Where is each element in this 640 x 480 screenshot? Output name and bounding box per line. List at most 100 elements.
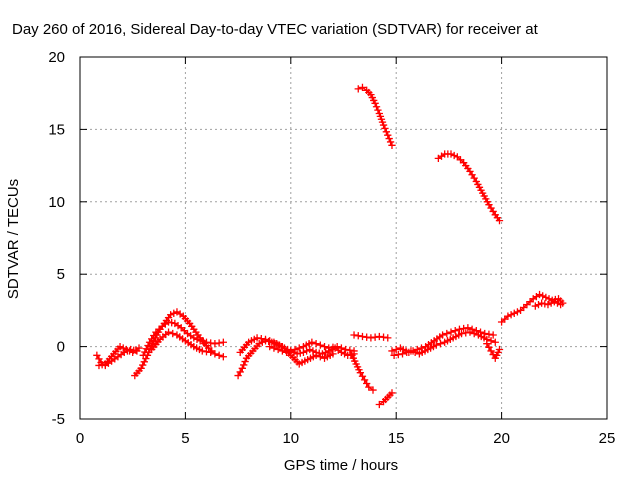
data-point-interp xyxy=(337,344,346,352)
data-point xyxy=(350,331,358,339)
data-point xyxy=(358,332,367,341)
data-point-interp xyxy=(520,303,528,312)
data-point xyxy=(388,141,396,149)
data-point xyxy=(388,347,396,355)
series-track-end xyxy=(497,290,567,326)
data-point xyxy=(333,342,341,351)
data-point xyxy=(464,324,472,332)
data-point xyxy=(489,331,497,339)
data-point-interp xyxy=(202,348,211,356)
data-point-interp xyxy=(368,93,376,102)
data-point-interp xyxy=(382,128,391,136)
data-point-interp xyxy=(417,344,426,352)
data-point xyxy=(219,338,227,346)
x-tick-label: 15 xyxy=(388,430,405,447)
tick-layer: 0 5 10 15 20 25 -5 0 5 10 15 20 xyxy=(48,49,615,447)
data-point-interp xyxy=(351,357,359,365)
data-point-interp xyxy=(301,357,309,365)
data-point-interp xyxy=(287,347,295,355)
data-point xyxy=(293,350,301,358)
data-point xyxy=(299,342,308,351)
data-layer xyxy=(93,83,567,409)
data-point-interp xyxy=(258,338,266,346)
series-track-hump-2 xyxy=(139,318,227,359)
data-point xyxy=(261,335,270,344)
data-point-interp xyxy=(470,329,478,338)
data-point xyxy=(202,338,211,346)
data-point xyxy=(516,306,525,315)
data-point-interp xyxy=(443,337,452,345)
series-track-late-2 xyxy=(390,328,499,359)
data-point xyxy=(325,344,333,352)
data-point-interp xyxy=(370,96,378,105)
data-point-interp xyxy=(456,156,465,164)
data-point-interp xyxy=(207,339,215,347)
data-point-interp xyxy=(443,329,451,338)
data-point-interp xyxy=(381,124,389,133)
series-track-flat xyxy=(350,331,392,342)
data-point-interp xyxy=(295,344,303,352)
data-point xyxy=(447,150,455,158)
data-point-interp xyxy=(241,357,249,366)
data-point-interp xyxy=(353,363,362,371)
series-track-late-1 xyxy=(388,324,497,357)
data-point-interp xyxy=(247,337,256,345)
data-point-interp xyxy=(399,345,407,354)
data-point xyxy=(211,350,219,358)
data-point xyxy=(274,345,282,354)
data-point xyxy=(354,85,362,93)
data-point xyxy=(196,337,204,345)
data-point xyxy=(491,338,499,346)
data-point-interp xyxy=(485,330,493,338)
data-point xyxy=(388,389,396,397)
x-tick-label: 10 xyxy=(282,430,299,447)
data-point xyxy=(341,345,350,354)
data-point xyxy=(495,216,504,225)
data-point xyxy=(371,99,379,107)
data-point-interp xyxy=(371,333,379,341)
data-point xyxy=(544,300,552,309)
series-track-peak-2 xyxy=(434,150,504,225)
data-point-interp xyxy=(534,300,543,309)
x-tick-label: 0 xyxy=(76,430,84,447)
data-point xyxy=(384,131,392,139)
data-point xyxy=(291,345,299,354)
data-point xyxy=(449,334,457,342)
data-point xyxy=(453,153,461,161)
data-point-interp xyxy=(376,112,385,121)
data-point xyxy=(455,325,464,333)
data-point-interp xyxy=(98,361,106,369)
data-point-interp xyxy=(460,324,468,333)
series-trace-line xyxy=(437,153,501,222)
data-point-interp xyxy=(155,325,163,333)
data-point-interp xyxy=(257,334,265,343)
data-point-interp xyxy=(379,333,388,341)
data-point-interp xyxy=(462,329,470,337)
y-tick-label: 0 xyxy=(57,339,65,356)
x-tick-label: 25 xyxy=(599,430,616,447)
data-point-interp xyxy=(250,335,258,344)
data-point-interp xyxy=(306,354,315,362)
data-point-interp xyxy=(455,331,463,339)
data-point-interp xyxy=(421,347,429,355)
series-track-mid-1 xyxy=(234,337,358,380)
y-tick-label: 5 xyxy=(57,266,65,283)
series-track-low xyxy=(375,389,396,409)
data-point-interp xyxy=(312,340,320,348)
chart-title: Day 260 of 2016, Sidereal Day-to-day VTE… xyxy=(12,21,539,38)
data-point-interp xyxy=(168,319,176,327)
data-point xyxy=(398,350,407,358)
data-point-interp xyxy=(340,350,349,358)
data-point-interp xyxy=(240,361,248,369)
data-point xyxy=(497,318,506,326)
data-point-interp xyxy=(316,353,324,361)
data-point-interp xyxy=(526,298,534,306)
series-trace-line xyxy=(150,331,212,354)
data-point-interp xyxy=(320,342,329,351)
y-tick-label: 10 xyxy=(48,194,65,211)
data-point xyxy=(531,302,539,310)
data-point-interp xyxy=(355,366,363,374)
data-point xyxy=(481,329,489,338)
data-point-interp xyxy=(329,343,337,351)
